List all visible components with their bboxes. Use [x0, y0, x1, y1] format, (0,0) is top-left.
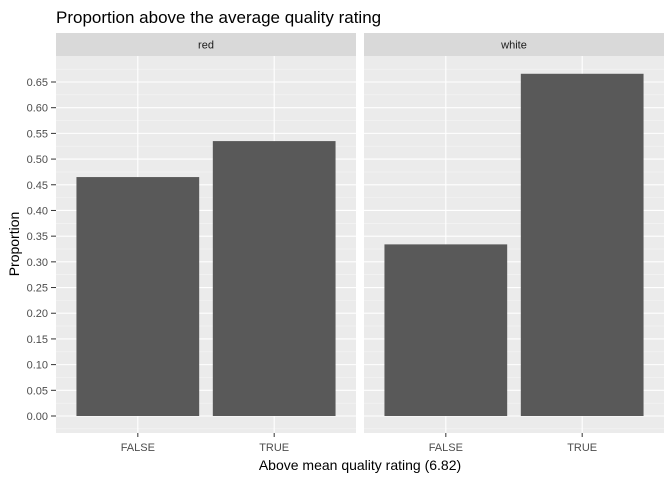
x-tick-label: TRUE: [567, 442, 597, 454]
x-tick-label: FALSE: [121, 442, 155, 454]
y-tick-label: 0.50: [27, 154, 48, 166]
y-tick-label: 0.35: [27, 231, 48, 243]
y-tick-label: 0.40: [27, 205, 48, 217]
y-tick-label: 0.00: [27, 411, 48, 423]
bar-red-false: [76, 177, 200, 416]
facet-strip: [364, 33, 664, 56]
x-tick-label: TRUE: [259, 442, 289, 454]
facet-panels: red FALSE TRUE white FALSE TRUE: [56, 33, 664, 454]
facet-panel-red: red FALSE TRUE: [56, 33, 356, 454]
bar-white-false: [384, 244, 508, 416]
facet-strip-label: red: [198, 40, 214, 52]
y-tick-label: 0.45: [27, 180, 48, 192]
y-tick-label: 0.30: [27, 257, 48, 269]
y-tick-label: 0.05: [27, 385, 48, 397]
facet-strip: [56, 33, 356, 56]
facet-panel-white: white FALSE TRUE: [364, 33, 664, 454]
y-tick-label: 0.60: [27, 103, 48, 115]
facet-strip-label: white: [500, 40, 527, 52]
x-axis-title: Above mean quality rating (6.82): [259, 457, 461, 473]
y-tick-label: 0.15: [27, 334, 48, 346]
y-tick-label: 0.10: [27, 360, 48, 372]
y-axis: 0.00 0.05 0.10 0.15 0.20 0.25 0.30 0.35 0.40 0.45…: [27, 77, 56, 423]
y-tick-label: 0.55: [27, 128, 48, 140]
y-tick-label: 0.20: [27, 308, 48, 320]
x-tick-label: FALSE: [429, 442, 463, 454]
y-tick-label: 0.25: [27, 283, 48, 295]
chart-title: Proportion above the average quality rat…: [56, 8, 381, 27]
bar-white-true: [520, 73, 644, 416]
y-tick-label: 0.65: [27, 77, 48, 89]
y-axis-title: Proportion: [6, 212, 22, 277]
bar-red-true: [212, 141, 336, 417]
